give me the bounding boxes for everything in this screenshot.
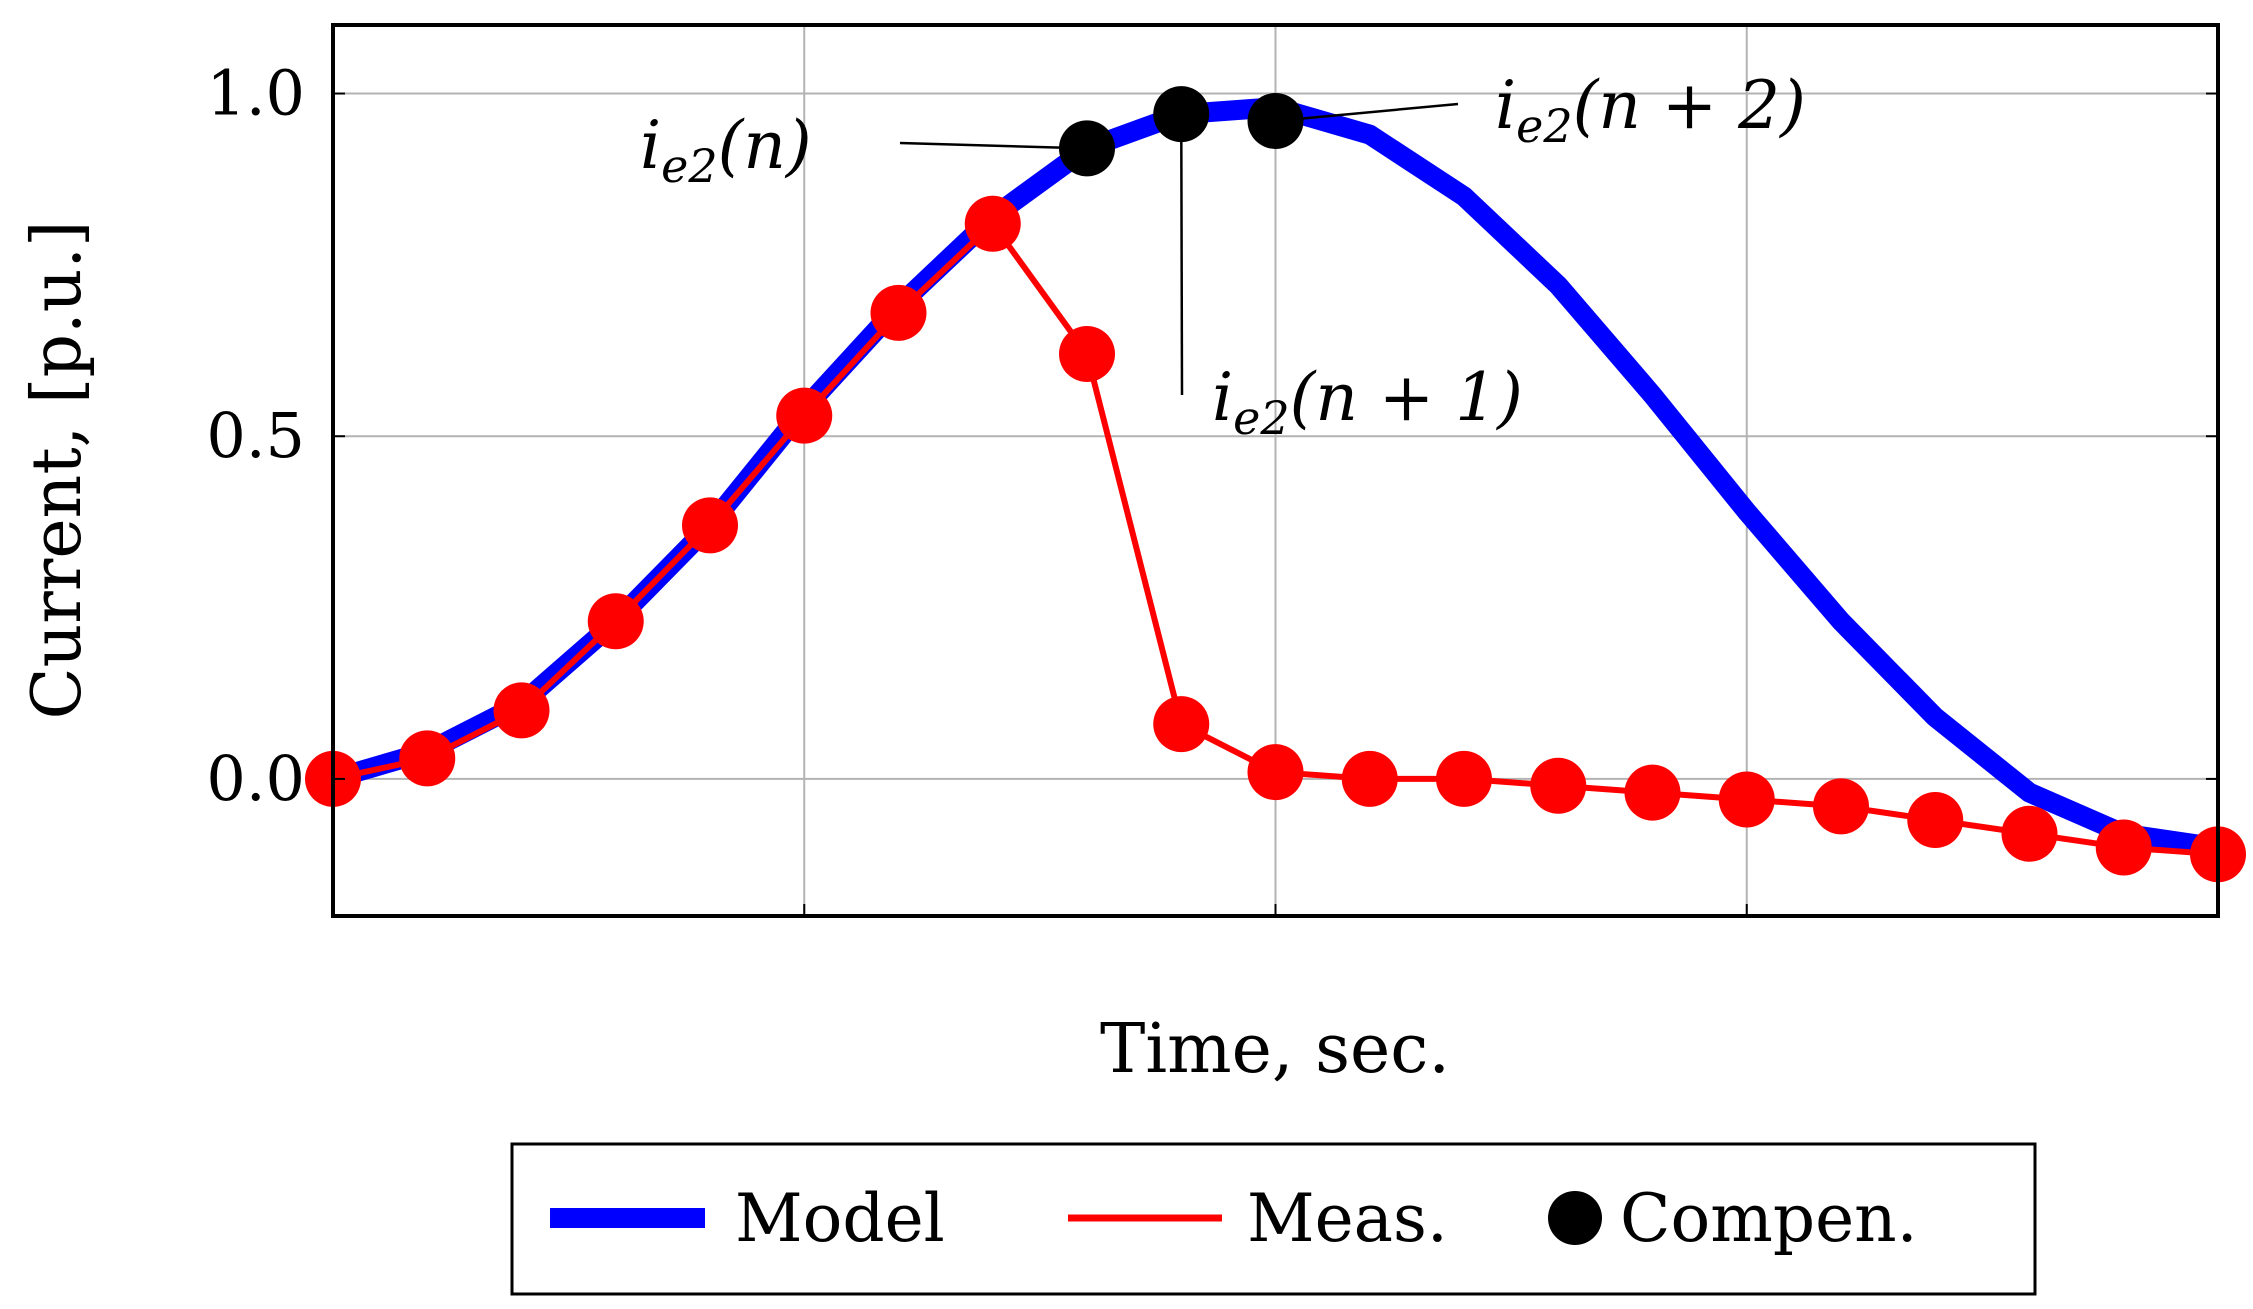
- series-meas-point: [1813, 778, 1869, 835]
- legend-meas-label: Meas.: [1247, 1180, 1448, 1257]
- series-meas-point: [1059, 325, 1115, 382]
- y-tick-label: 1.0: [206, 57, 305, 130]
- series-meas-point: [2095, 819, 2152, 876]
- series-meas-point: [1530, 757, 1587, 814]
- annotation-leader: [1275, 102, 1459, 123]
- series-meas-point: [1247, 744, 1304, 801]
- series-meas-point: [776, 387, 833, 444]
- series-meas-point: [1341, 750, 1398, 807]
- legend-compen-marker: [1548, 1191, 1602, 1245]
- series-meas-point: [1907, 792, 1964, 849]
- series-meas-point: [1624, 764, 1681, 821]
- y-axis-label: Current, [p.u.]: [18, 220, 97, 719]
- series-compen-point: [1247, 92, 1304, 149]
- x-axis-label: Time, sec.: [1100, 1010, 1450, 1089]
- series-meas-point: [1153, 696, 1210, 753]
- y-tick-label: 0.5: [206, 399, 305, 472]
- legend-model-label: Model: [735, 1180, 945, 1257]
- series-meas-point: [2001, 805, 2058, 862]
- series-meas-point: [682, 497, 738, 554]
- annotation-label: ie2(n + 1): [1212, 359, 1523, 445]
- y-axis-ticks: 0.0 0.5 1.0: [206, 57, 2218, 815]
- annotation-label: ie2(n + 2): [1495, 67, 1806, 153]
- legend-box: [510, 1142, 2037, 1296]
- series-meas-point: [1718, 771, 1775, 828]
- series-meas-point: [964, 195, 1021, 252]
- series-meas-point: [493, 682, 550, 739]
- legend: Model Meas. Compen.: [510, 1142, 2037, 1296]
- series-meas-point: [870, 284, 927, 341]
- annotation-leader: [1180, 114, 1184, 396]
- annotation-label: ie2(n): [640, 107, 812, 193]
- series-meas-point: [1436, 750, 1492, 807]
- y-tick-label: 0.0: [206, 742, 305, 815]
- annotations: ie2(n) ie2(n + 1) ie2(n + 2): [640, 67, 1806, 445]
- series-meas-point: [587, 593, 644, 650]
- annotation-leader: [899, 141, 1088, 150]
- legend-compen-label: Compen.: [1620, 1180, 1918, 1257]
- plot-frame: [331, 23, 2220, 918]
- series-meas-point: [399, 730, 456, 787]
